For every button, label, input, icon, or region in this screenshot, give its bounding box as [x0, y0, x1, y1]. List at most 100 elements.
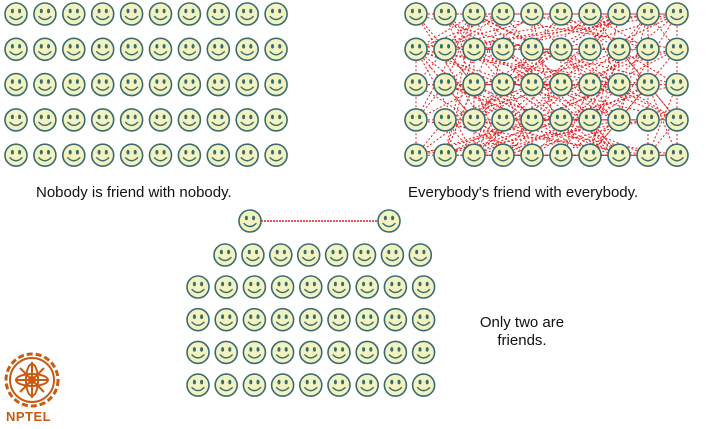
smiley-face-icon [607, 72, 631, 97]
smiley-face-icon [264, 108, 288, 132]
smiley-face-icon [607, 143, 631, 167]
smiley-face-icon [433, 72, 457, 97]
smiley-face-icon [433, 2, 457, 26]
smiley-face-icon [90, 72, 115, 97]
smiley-face-icon [186, 373, 210, 397]
smiley-face-icon [214, 373, 238, 397]
smiley-face-icon [235, 143, 259, 167]
smiley-face-icon [383, 340, 408, 365]
friend-link [444, 84, 475, 156]
smiley-face-icon [235, 108, 259, 132]
smiley-face-icon [214, 307, 238, 332]
smiley-face-icon [242, 307, 267, 332]
smiley-face-icon [327, 340, 351, 365]
smiley-face-icon [408, 243, 433, 267]
smiley-face-icon [206, 108, 231, 132]
smiley-face-icon [462, 37, 486, 62]
smiley-face-icon [607, 108, 631, 132]
smiley-face-icon [206, 37, 231, 62]
smiley-face-icon [298, 373, 323, 397]
smiley-face-icon [241, 243, 265, 267]
smiley-face-icon [298, 307, 323, 332]
friend-link [531, 48, 620, 121]
smiley-face-icon [242, 340, 267, 365]
smiley-face-icon [520, 37, 544, 62]
smiley-face-icon [636, 72, 660, 97]
smiley-face-icon [177, 2, 202, 26]
smiley-face-icon [355, 340, 380, 365]
smiley-face-icon [62, 143, 86, 167]
smiley-face-icon [383, 275, 408, 299]
smiley-face-icon [235, 37, 259, 62]
smiley-face-icon [665, 108, 689, 132]
smiley-face-icon [491, 2, 515, 26]
smiley-face-icon [90, 108, 115, 132]
smiley-face-icon [270, 373, 295, 397]
smiley-face-icon [119, 143, 144, 167]
smiley-face-icon [636, 108, 660, 132]
smiley-face-icon [264, 72, 288, 97]
smiley-face-icon [491, 37, 515, 62]
smiley-face-icon [242, 275, 267, 299]
smiley-face-icon [549, 143, 573, 167]
smiley-face-icon [607, 37, 631, 62]
smiley-face-icon [411, 275, 436, 299]
smiley-face-icon [206, 143, 231, 167]
smiley-face-icon [148, 72, 173, 97]
smiley-face-icon [665, 2, 689, 26]
smiley-face-icon [90, 37, 115, 62]
smiley-face-icon [324, 243, 349, 267]
smiley-face-icon [491, 72, 515, 97]
smiley-face-icon [186, 307, 210, 332]
caption-nobody-friends: Nobody is friend with nobody. [36, 184, 232, 201]
friend-link [589, 13, 620, 85]
smiley-face-icon [119, 72, 144, 97]
smiley-face-icon [383, 373, 408, 397]
friend-link [415, 48, 504, 121]
friend-link [444, 13, 475, 85]
smiley-face-icon [235, 2, 259, 26]
smiley-face-icon [411, 307, 436, 332]
friend-link [444, 13, 533, 85]
logo-text: NPTEL [6, 409, 52, 424]
smiley-face-icon [264, 143, 288, 167]
smiley-face-icon [433, 143, 457, 167]
smiley-face-icon [636, 143, 660, 167]
smiley-face-icon [214, 340, 238, 365]
smiley-face-icon [491, 108, 515, 132]
nptel-logo-icon [4, 352, 60, 408]
smiley-face-icon [62, 2, 86, 26]
smiley-face-icon [383, 307, 408, 332]
smiley-face-icon [665, 143, 689, 167]
smiley-face-icon [520, 72, 544, 97]
smiley-face-icon [4, 2, 28, 26]
smiley-face-icon [206, 2, 231, 26]
smiley-face-icon [665, 37, 689, 62]
smiley-face-icon [186, 275, 210, 299]
smiley-face-icon [404, 143, 428, 167]
smiley-face-icon [298, 340, 323, 365]
smiley-face-icon [636, 2, 660, 26]
smiley-face-icon [462, 143, 486, 167]
smiley-face-icon [264, 2, 288, 26]
smiley-face-icon [380, 243, 405, 267]
smiley-face-icon [4, 108, 28, 132]
smiley-face-icon [214, 275, 238, 299]
smiley-face-icon [578, 2, 602, 26]
friend-link [415, 48, 562, 156]
smiley-face-icon [665, 72, 689, 97]
friend-link [415, 84, 678, 156]
smiley-face-icon [148, 108, 173, 132]
smiley-face-icon [462, 2, 486, 26]
smiley-face-icon [4, 72, 28, 97]
smiley-face-icon [298, 275, 323, 299]
smiley-face-icon [355, 373, 380, 397]
smiley-face-icon [404, 72, 428, 97]
friend-link [444, 13, 533, 121]
smiley-face-icon [520, 143, 544, 167]
smiley-face-icon [404, 2, 428, 26]
smiley-face-icon [264, 37, 288, 62]
smiley-face-icon [636, 37, 660, 62]
smiley-face-icon [90, 143, 115, 167]
smiley-face-icon [433, 37, 457, 62]
